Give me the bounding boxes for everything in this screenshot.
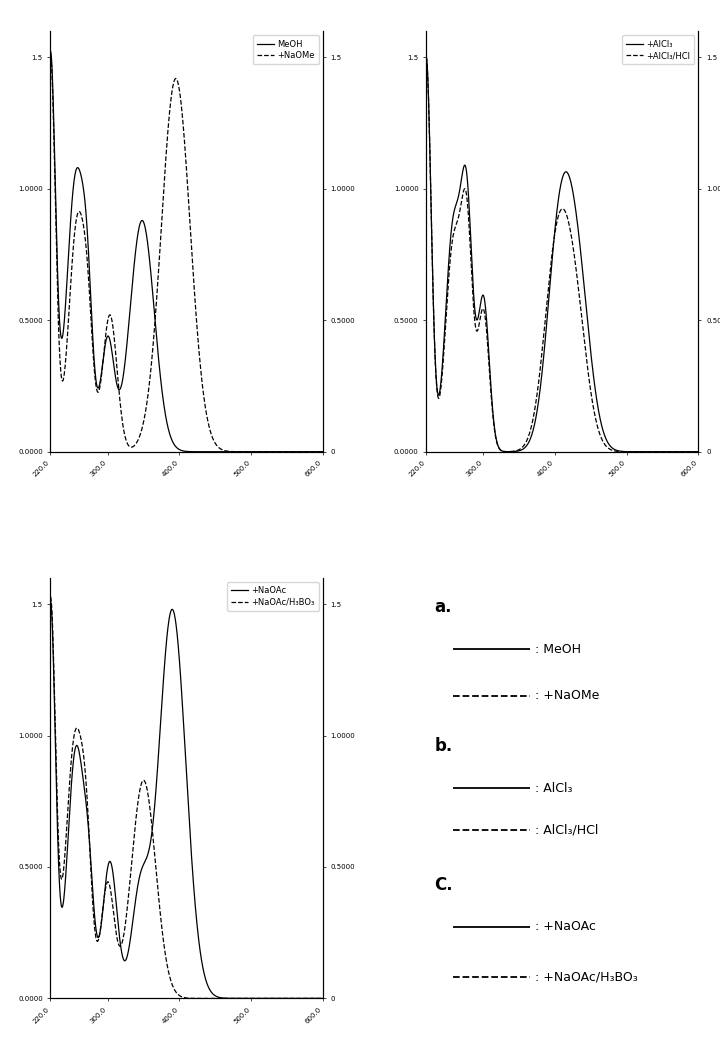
Legend: +AlCl₃, +AlCl₃/HCl: +AlCl₃, +AlCl₃/HCl bbox=[622, 35, 694, 64]
Text: b.: b. bbox=[434, 737, 453, 755]
Text: : +NaOAc/H₃BO₃: : +NaOAc/H₃BO₃ bbox=[535, 971, 638, 984]
Text: : +NaOMe: : +NaOMe bbox=[535, 690, 600, 702]
Text: C.: C. bbox=[434, 876, 453, 893]
Text: : MeOH: : MeOH bbox=[535, 643, 581, 656]
Text: : AlCl₃: : AlCl₃ bbox=[535, 782, 572, 795]
Legend: MeOH, +NaOMe: MeOH, +NaOMe bbox=[253, 35, 318, 64]
Text: : AlCl₃/HCl: : AlCl₃/HCl bbox=[535, 824, 598, 837]
Text: a.: a. bbox=[434, 598, 451, 617]
Text: : +NaOAc: : +NaOAc bbox=[535, 920, 596, 934]
Legend: +NaOAc, +NaOAc/H₃BO₃: +NaOAc, +NaOAc/H₃BO₃ bbox=[227, 582, 318, 610]
